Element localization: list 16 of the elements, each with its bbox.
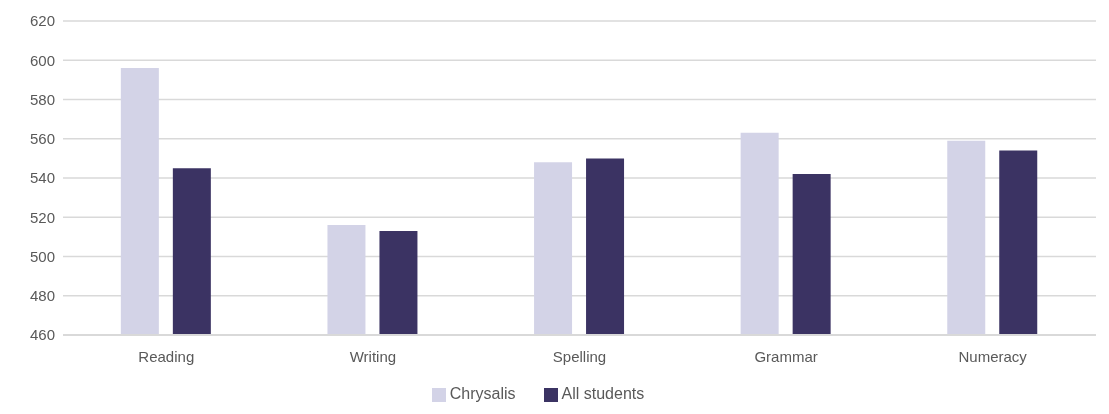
y-tick-label: 500 bbox=[29, 247, 55, 265]
x-tick-label: Reading bbox=[138, 347, 195, 365]
y-tick-label: 540 bbox=[29, 169, 55, 187]
y-tick-label: 620 bbox=[29, 12, 55, 30]
y-tick-label: 480 bbox=[29, 287, 55, 305]
y-tick-label: 520 bbox=[29, 208, 55, 226]
legend-label: Chrysalis bbox=[449, 385, 516, 402]
x-tick-label: Grammar bbox=[754, 347, 818, 365]
x-tick-label: Numeracy bbox=[958, 347, 1028, 365]
y-tick-label: 600 bbox=[29, 51, 55, 69]
legend-label: All students bbox=[561, 385, 645, 402]
y-tick-label: 460 bbox=[29, 326, 55, 344]
y-tick-label: 560 bbox=[29, 130, 55, 148]
x-tick-label: Writing bbox=[349, 347, 397, 365]
y-tick-label: 580 bbox=[29, 90, 55, 108]
x-tick-label: Spelling bbox=[552, 347, 607, 365]
